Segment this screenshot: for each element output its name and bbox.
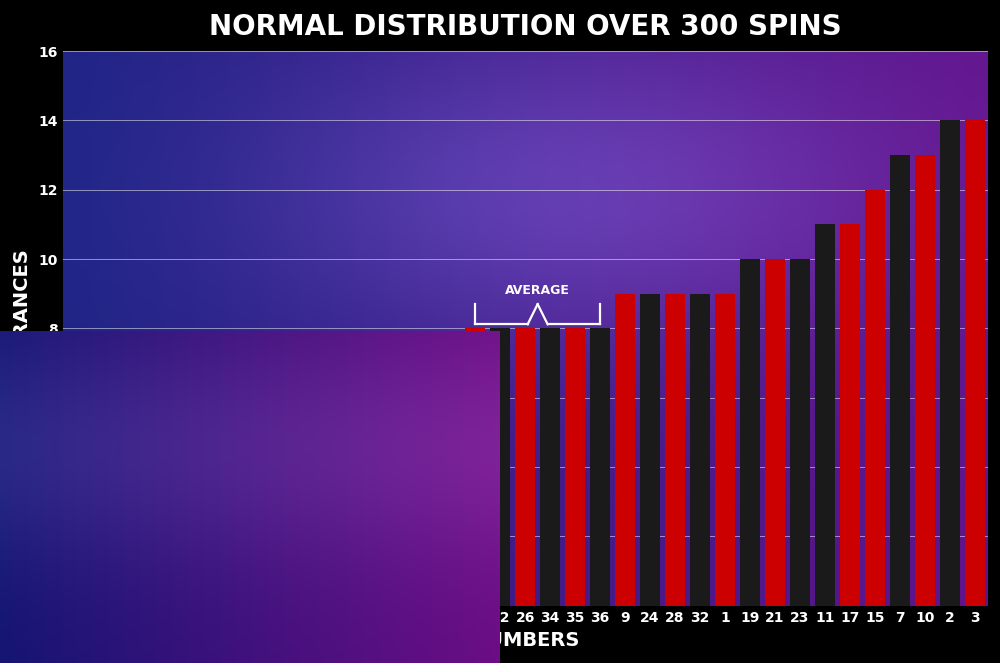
Bar — [191, 432, 210, 606]
Bar — [615, 294, 635, 606]
Bar — [965, 121, 985, 606]
Bar — [91, 502, 110, 606]
Bar — [490, 328, 510, 606]
Bar — [390, 363, 410, 606]
Bar — [765, 259, 785, 606]
Bar — [840, 225, 860, 606]
Text: AVERAGE: AVERAGE — [505, 284, 570, 296]
Bar — [915, 155, 935, 606]
Bar — [865, 190, 885, 606]
Bar — [515, 328, 535, 606]
Bar — [715, 294, 735, 606]
Bar — [365, 398, 385, 606]
Bar — [590, 328, 610, 606]
Bar — [540, 328, 560, 606]
Bar — [315, 398, 335, 606]
Bar — [240, 398, 260, 606]
Bar — [141, 467, 160, 606]
Bar — [66, 502, 85, 606]
Bar — [340, 398, 360, 606]
Bar — [216, 398, 235, 606]
Bar — [690, 294, 710, 606]
Bar — [815, 225, 835, 606]
Bar — [465, 328, 485, 606]
Bar — [166, 432, 185, 606]
Bar — [640, 294, 660, 606]
Bar — [565, 328, 585, 606]
Bar — [415, 363, 435, 606]
Bar — [790, 259, 810, 606]
Bar — [290, 398, 310, 606]
Bar — [890, 155, 910, 606]
Bar — [740, 259, 760, 606]
Title: NORMAL DISTRIBUTION OVER 300 SPINS: NORMAL DISTRIBUTION OVER 300 SPINS — [209, 13, 841, 40]
X-axis label: NUMBERS: NUMBERS — [471, 631, 579, 650]
Bar — [265, 398, 285, 606]
Y-axis label: APPEARANCES: APPEARANCES — [12, 249, 32, 408]
Bar — [440, 363, 460, 606]
Bar — [116, 467, 135, 606]
Bar — [665, 294, 685, 606]
Bar — [940, 121, 960, 606]
